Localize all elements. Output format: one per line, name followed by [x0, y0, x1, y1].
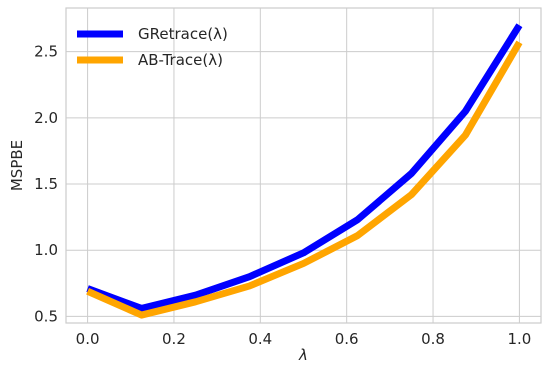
- x-tick-label: 0.8: [421, 330, 445, 348]
- x-tick-label: 1.0: [507, 330, 531, 348]
- x-tick-label: 0.0: [76, 330, 100, 348]
- y-tick-label: 1.0: [34, 241, 58, 259]
- legend: GRetrace(λ) AB-Trace(λ): [77, 25, 228, 69]
- y-tick-label: 0.5: [34, 307, 58, 325]
- series-line-ab-trace: [86, 40, 523, 319]
- plot-frame: [65, 7, 542, 324]
- series-lines: [86, 23, 523, 319]
- y-tick-labels: 0.5 1.0 1.5 2.0 2.5: [34, 43, 58, 326]
- x-tick-label: 0.4: [248, 330, 272, 348]
- y-tick-label: 1.5: [34, 175, 58, 193]
- x-tick-label: 0.6: [335, 330, 359, 348]
- x-axis-label: λ: [298, 346, 308, 364]
- y-axis-label: MSPBE: [8, 140, 26, 191]
- legend-label-ab-trace: AB-Trace(λ): [138, 51, 223, 69]
- y-tick-label: 2.0: [34, 109, 58, 127]
- x-tick-label: 0.2: [162, 330, 186, 348]
- y-tick-label: 2.5: [34, 43, 58, 61]
- legend-label-gretrace: GRetrace(λ): [138, 25, 228, 43]
- x-tick-labels: 0.0 0.2 0.4 0.6 0.8 1.0: [76, 330, 532, 348]
- series-line-gretrace: [86, 23, 523, 312]
